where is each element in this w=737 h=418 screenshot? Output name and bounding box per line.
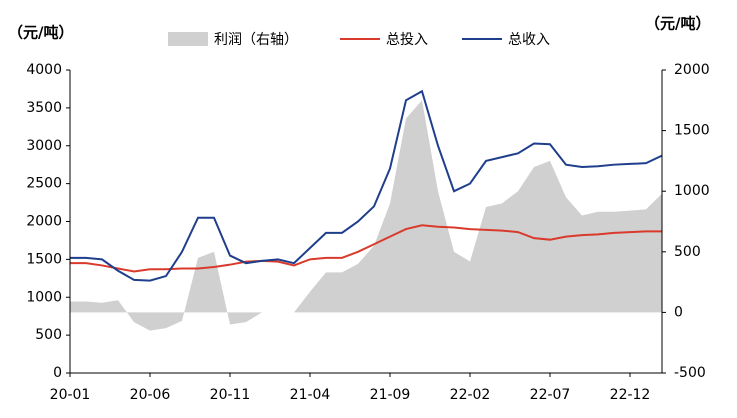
y-tick-label: 1500 xyxy=(26,251,62,267)
y-tick-label: 3000 xyxy=(26,138,62,154)
x-tick-label: 22-07 xyxy=(530,387,571,403)
y-tick-label: 0 xyxy=(53,365,62,381)
legend-swatch xyxy=(168,32,208,46)
legend-label: 总收入 xyxy=(508,32,550,48)
y2-tick-label: 1500 xyxy=(674,123,710,139)
profit-area xyxy=(70,100,662,331)
y-tick-label: 2000 xyxy=(26,214,62,230)
legend-label: 利润（右轴） xyxy=(214,32,298,48)
x-tick-label: 21-09 xyxy=(370,387,411,403)
y-tick-label: 2500 xyxy=(26,176,62,192)
x-tick-label: 20-06 xyxy=(130,387,171,403)
y2-tick-label: 500 xyxy=(674,244,701,260)
x-tick-label: 20-01 xyxy=(50,387,91,403)
y2-tick-label: 2000 xyxy=(674,62,710,78)
y-unit-right: （元/吨） xyxy=(645,15,710,33)
series-line xyxy=(70,224,662,273)
y2-tick-label: 0 xyxy=(674,304,683,320)
y-unit-left: （元/吨） xyxy=(8,24,73,42)
y-tick-label: 500 xyxy=(35,327,62,343)
x-tick-label: 22-02 xyxy=(450,387,491,403)
legend-label: 总投入 xyxy=(386,32,428,48)
series-line xyxy=(70,89,663,282)
y2-tick-label: -500 xyxy=(674,365,706,381)
y-tick-label: 3500 xyxy=(26,100,62,116)
y-tick-label: 1000 xyxy=(26,289,62,305)
y2-tick-label: 1000 xyxy=(674,183,710,199)
x-tick-label: 21-04 xyxy=(290,387,331,403)
x-tick-label: 22-12 xyxy=(610,387,651,403)
y-tick-label: 4000 xyxy=(26,62,62,78)
x-tick-label: 20-11 xyxy=(210,387,251,403)
